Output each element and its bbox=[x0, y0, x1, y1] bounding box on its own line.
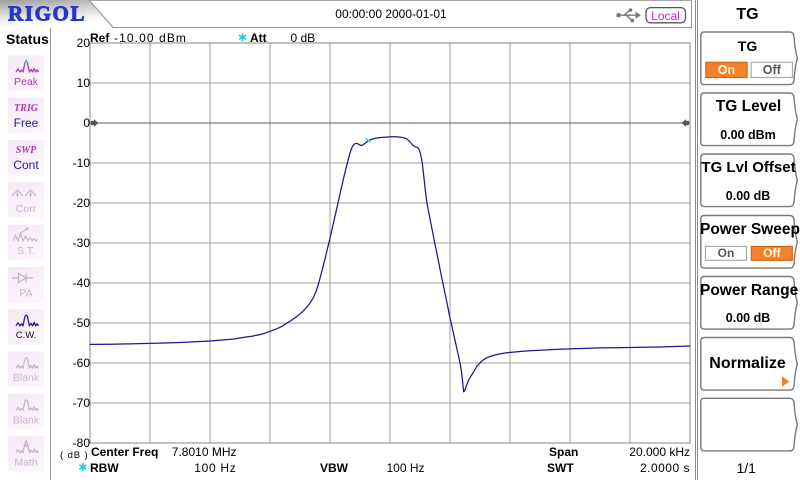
svg-text:Blank: Blank bbox=[13, 414, 40, 426]
svg-text:RIGOL: RIGOL bbox=[8, 2, 85, 26]
svg-text:Blank: Blank bbox=[13, 372, 40, 384]
svg-text:S.T.: S.T. bbox=[17, 245, 35, 257]
svg-text:SWP: SWP bbox=[16, 145, 37, 156]
svg-text:Cont: Cont bbox=[13, 158, 39, 172]
svg-text:PA: PA bbox=[19, 288, 32, 300]
svg-text:Peak: Peak bbox=[14, 76, 39, 88]
svg-text:Corr: Corr bbox=[16, 203, 37, 215]
svg-text:TRIG: TRIG bbox=[14, 103, 39, 114]
svg-text:Math: Math bbox=[14, 457, 38, 469]
svg-text:C.W.: C.W. bbox=[16, 330, 37, 341]
svg-text:Free: Free bbox=[14, 116, 39, 130]
